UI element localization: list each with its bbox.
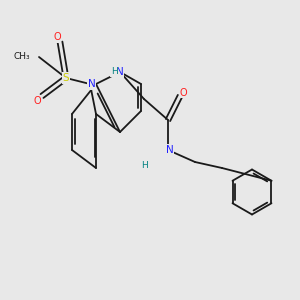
- Text: S: S: [63, 73, 69, 83]
- Text: N: N: [166, 145, 173, 155]
- Text: O: O: [34, 95, 41, 106]
- Text: H: H: [111, 68, 117, 76]
- Text: N: N: [88, 79, 95, 89]
- Text: O: O: [53, 32, 61, 43]
- Text: H: H: [141, 160, 147, 169]
- Text: CH₃: CH₃: [14, 52, 30, 62]
- Text: N: N: [116, 67, 124, 77]
- Text: O: O: [179, 88, 187, 98]
